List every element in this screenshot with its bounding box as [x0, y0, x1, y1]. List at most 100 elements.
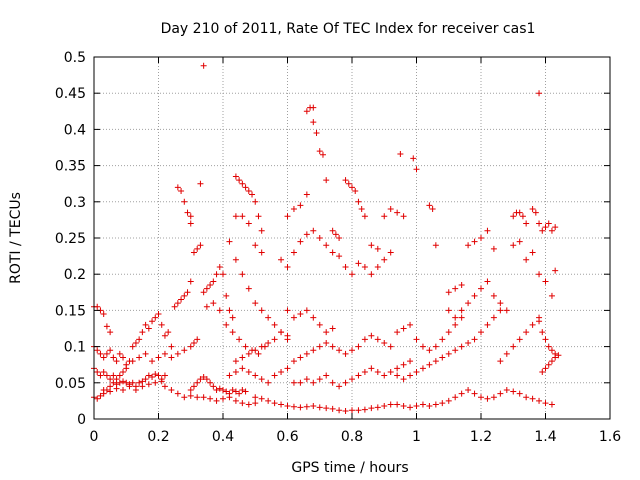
data-point	[120, 387, 127, 394]
data-point	[232, 397, 239, 404]
data-point	[432, 401, 439, 408]
data-point	[245, 285, 252, 292]
data-point	[110, 372, 117, 379]
data-point	[358, 206, 365, 213]
data-point	[165, 329, 172, 336]
data-point	[220, 271, 226, 278]
data-point	[397, 151, 404, 158]
data-point	[413, 336, 420, 343]
data-point	[194, 336, 201, 343]
data-point	[155, 354, 162, 361]
data-point	[190, 339, 197, 346]
data-point	[271, 321, 278, 328]
x-tick: 0.6	[276, 57, 299, 445]
data-point	[174, 350, 181, 357]
data-point	[458, 282, 465, 289]
y-tick-label: 0.25	[55, 231, 86, 247]
data-point	[187, 343, 194, 350]
data-point	[523, 220, 530, 227]
y-tick-label: 0.2	[64, 267, 86, 283]
x-tick-label: 0.6	[276, 429, 298, 445]
data-point	[548, 347, 555, 354]
data-point	[265, 339, 272, 346]
data-point	[278, 368, 285, 375]
data-point	[545, 361, 552, 368]
data-point	[223, 292, 230, 299]
y-tick-label: 0	[77, 412, 86, 428]
data-point	[278, 329, 285, 336]
data-point	[413, 166, 420, 173]
data-point	[426, 361, 433, 368]
data-point	[110, 379, 117, 386]
data-point	[394, 372, 401, 379]
data-point	[203, 376, 210, 383]
data-point	[120, 378, 127, 385]
data-point	[310, 402, 317, 409]
data-point	[484, 395, 491, 402]
data-point	[152, 379, 159, 386]
y-tick-label: 0.15	[55, 303, 86, 319]
data-point	[229, 387, 236, 394]
data-point	[158, 378, 165, 385]
data-point	[223, 321, 230, 328]
y-tick: 0.45	[55, 86, 610, 102]
data-point	[116, 350, 123, 357]
data-point	[129, 379, 136, 386]
data-point	[387, 343, 394, 350]
data-point	[232, 358, 239, 365]
data-point	[361, 406, 368, 413]
data-point	[297, 311, 304, 318]
data-point	[355, 198, 362, 205]
data-point	[490, 394, 497, 401]
data-point	[497, 307, 504, 314]
data-point	[552, 354, 559, 361]
chart-title: Day 210 of 2011, Rate Of TEC Index for r…	[161, 21, 536, 37]
y-tick-label: 0.45	[55, 86, 86, 102]
data-point	[407, 372, 414, 379]
data-point	[336, 407, 343, 414]
data-point	[336, 253, 343, 260]
data-point	[539, 227, 546, 234]
y-tick: 0.5	[64, 50, 610, 66]
y-tick: 0.25	[55, 231, 610, 247]
data-point	[136, 336, 143, 343]
data-point	[552, 224, 559, 231]
data-point	[503, 387, 510, 394]
data-point	[107, 388, 114, 395]
data-point	[310, 347, 317, 354]
y-tick-label: 0.35	[55, 159, 86, 175]
data-point	[100, 311, 107, 318]
data-point	[161, 372, 168, 379]
data-point	[190, 249, 197, 256]
data-point	[342, 350, 349, 357]
data-point	[407, 321, 414, 328]
data-point	[310, 104, 317, 111]
x-tick-label: 0.2	[147, 429, 169, 445]
data-point	[168, 343, 175, 350]
data-point	[497, 300, 504, 307]
data-point	[452, 321, 459, 328]
data-point	[258, 307, 265, 314]
data-point	[400, 402, 407, 409]
data-point	[181, 347, 188, 354]
data-point	[323, 372, 330, 379]
data-point	[400, 325, 407, 332]
x-tick: 0.4	[212, 57, 234, 445]
data-point	[213, 397, 220, 404]
data-point	[258, 249, 265, 256]
data-point	[155, 372, 162, 379]
data-point	[284, 365, 291, 372]
data-point	[181, 292, 188, 299]
data-point	[303, 191, 310, 198]
data-point	[252, 198, 259, 205]
data-point	[226, 372, 233, 379]
data-point	[355, 372, 362, 379]
data-point	[432, 343, 439, 350]
data-point	[239, 180, 246, 187]
data-point	[519, 213, 526, 220]
data-point	[413, 368, 420, 375]
data-point	[290, 206, 297, 213]
y-tick: 0.2	[64, 267, 610, 283]
data-point	[252, 400, 259, 407]
data-point	[190, 383, 197, 390]
